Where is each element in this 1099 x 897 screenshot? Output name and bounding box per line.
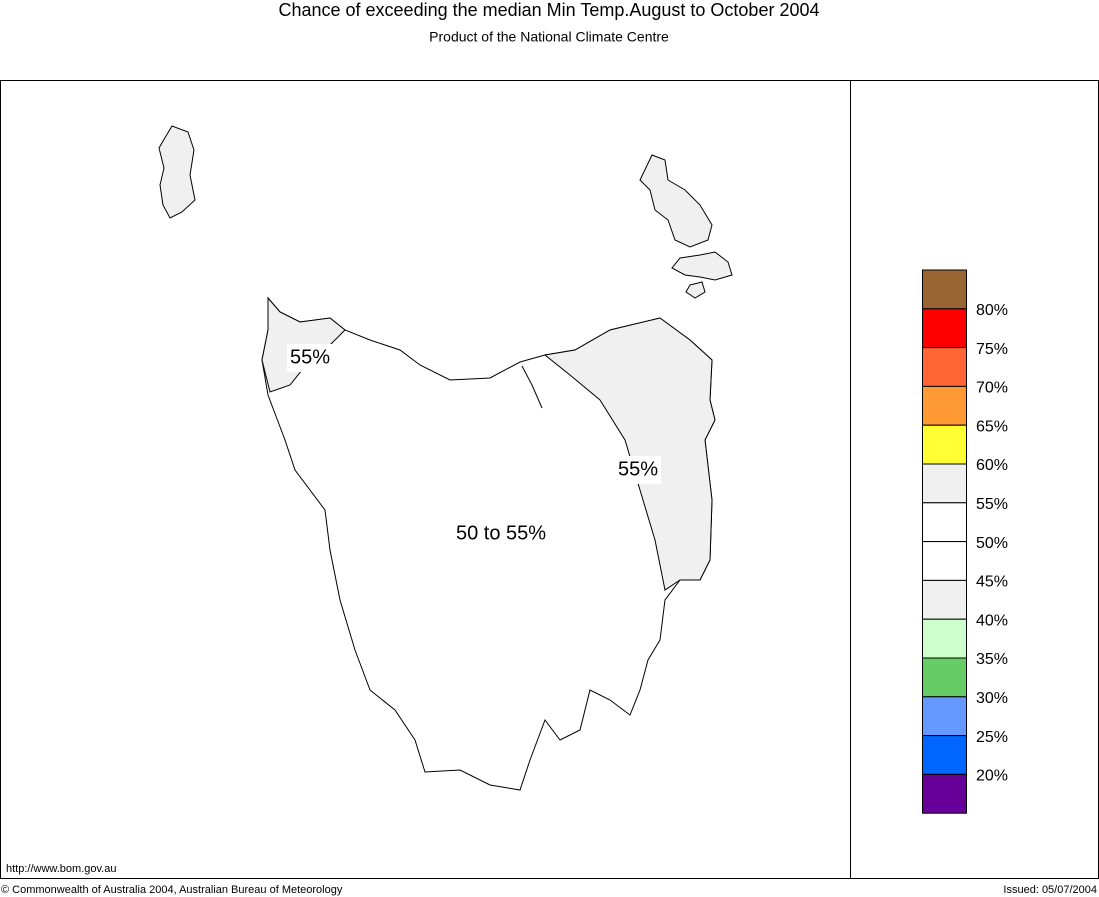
legend-label: 45% [976, 574, 1008, 591]
legend-swatch [922, 463, 967, 504]
legend-label: 40% [976, 612, 1008, 629]
legend-label: 75% [976, 341, 1008, 358]
label-box [287, 344, 333, 372]
tamar-river [521, 365, 543, 409]
legend-swatch [922, 773, 967, 814]
landmass [158, 125, 733, 791]
issued: Issued: 05/07/2004 [1003, 884, 1097, 896]
legend-label: 35% [976, 651, 1008, 668]
legend-swatch [922, 696, 967, 737]
northeast-region [543, 317, 716, 591]
subtitle: Product of the National Climate Centre [429, 29, 669, 45]
tasmania [261, 296, 716, 791]
legend-label: 20% [976, 768, 1008, 785]
legend-swatch [922, 579, 967, 620]
region-label: 50 to 55% [456, 522, 546, 544]
legend-label: 60% [976, 457, 1008, 474]
copyright: © Commonwealth of Australia 2004, Austra… [1, 884, 343, 896]
region-label: 55% [290, 346, 330, 368]
legend-label: 30% [976, 690, 1008, 707]
legend-label: 50% [976, 535, 1008, 552]
legend-frame [850, 80, 1099, 879]
cape-barren-island [671, 251, 733, 281]
label-box [615, 456, 661, 484]
footer-url: http://www.bom.gov.au [6, 863, 116, 875]
king-island [158, 125, 196, 219]
region-label: 55% [618, 458, 658, 480]
legend-label: 25% [976, 729, 1008, 746]
legend-swatch [922, 502, 967, 543]
title: Chance of exceeding the median Min Temp.… [278, 0, 819, 20]
legend-label: 80% [976, 302, 1008, 319]
legend-swatch [922, 618, 967, 659]
legend-swatch [922, 347, 967, 387]
legend-label: 70% [976, 380, 1008, 397]
flinders-island [639, 154, 713, 248]
clarke-island [685, 281, 706, 299]
legend-swatch [922, 269, 967, 310]
legend-swatch [922, 657, 967, 698]
legend-swatch [922, 385, 967, 426]
legend-swatch [922, 541, 967, 581]
legend-label: 65% [976, 418, 1008, 435]
legend-swatch [922, 424, 967, 465]
legend-label: 55% [976, 496, 1008, 513]
legend-swatch [922, 735, 967, 775]
legend-swatch [922, 308, 967, 349]
